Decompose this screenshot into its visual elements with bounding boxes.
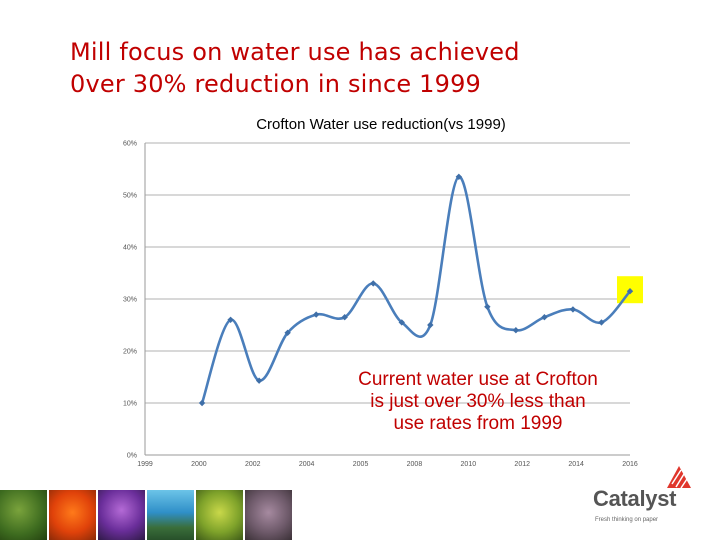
x-tick-label: 2002 — [245, 461, 261, 468]
photo-strip — [0, 490, 340, 540]
x-tick-label: 2014 — [568, 461, 584, 468]
data-point — [198, 399, 206, 407]
y-tick-label: 30% — [123, 297, 137, 304]
y-tick-label: 60% — [123, 141, 137, 148]
orange-flowers-photo — [49, 490, 96, 540]
data-point — [227, 316, 234, 323]
green-foliage-photo — [0, 490, 47, 540]
chart-title: Crofton Water use reduction(vs 1999) — [256, 116, 506, 133]
y-tick-label: 20% — [123, 349, 137, 356]
purple-flowers-photo — [98, 490, 145, 540]
data-point — [626, 288, 634, 295]
data-point — [541, 314, 548, 321]
x-tick-label: 2010 — [461, 461, 477, 468]
data-point — [427, 321, 434, 329]
y-tick-label: 10% — [123, 401, 137, 408]
data-point — [341, 314, 348, 321]
y-tick-labels: 0% 10% 20% 30% 40% 50% 60% — [123, 141, 137, 460]
headline-line-1: Mill focus on water use has achieved — [70, 38, 520, 66]
series-line — [200, 175, 631, 404]
y-tick-label: 50% — [123, 193, 137, 200]
logo-tagline: Fresh thinking on paper — [595, 517, 659, 523]
x-tick-label: 1999 — [137, 461, 153, 468]
chart-annotation: Current water use at Crofton is just ove… — [328, 369, 628, 435]
catalyst-logo: Catalyst Fresh thinking on paper — [593, 462, 711, 534]
data-point — [455, 173, 463, 180]
data-point — [398, 319, 405, 326]
headline-line-2: 0ver 30% reduction in since 1999 — [70, 70, 482, 98]
data-point — [484, 303, 491, 310]
data-point — [512, 327, 520, 334]
data-point — [284, 329, 291, 336]
annotation-line-2: is just over 30% less than — [370, 391, 586, 412]
yellow-plant-photo — [196, 490, 243, 540]
waterfall-photo — [147, 490, 194, 540]
data-point — [569, 306, 577, 313]
x-tick-label: 2008 — [407, 461, 423, 468]
data-point — [255, 377, 263, 384]
chart-gridlines — [145, 142, 630, 404]
logo-name: Catalyst — [593, 486, 677, 511]
dried-plant-photo — [245, 490, 292, 540]
catalyst-logo-mark-icon — [667, 466, 691, 489]
x-tick-labels: 1999 2000 2002 2004 2005 2008 2010 2012 2014 2016 — [137, 461, 638, 468]
data-point — [598, 319, 605, 326]
data-point — [370, 280, 377, 287]
series-markers — [198, 173, 634, 407]
y-tick-label: 40% — [123, 245, 137, 252]
x-tick-label: 2005 — [353, 461, 369, 468]
x-tick-label: 2012 — [514, 461, 530, 468]
x-tick-label: 2004 — [299, 461, 315, 468]
annotation-line-1: Current water use at Crofton — [358, 369, 598, 390]
x-tick-label: 2016 — [622, 461, 638, 468]
annotation-line-3: use rates from 1999 — [393, 413, 563, 434]
x-tick-label: 2000 — [191, 461, 207, 468]
data-point — [312, 311, 320, 318]
slide-headline: Mill focus on water use has achieved 0ve… — [70, 36, 520, 100]
y-tick-label: 0% — [127, 453, 137, 460]
